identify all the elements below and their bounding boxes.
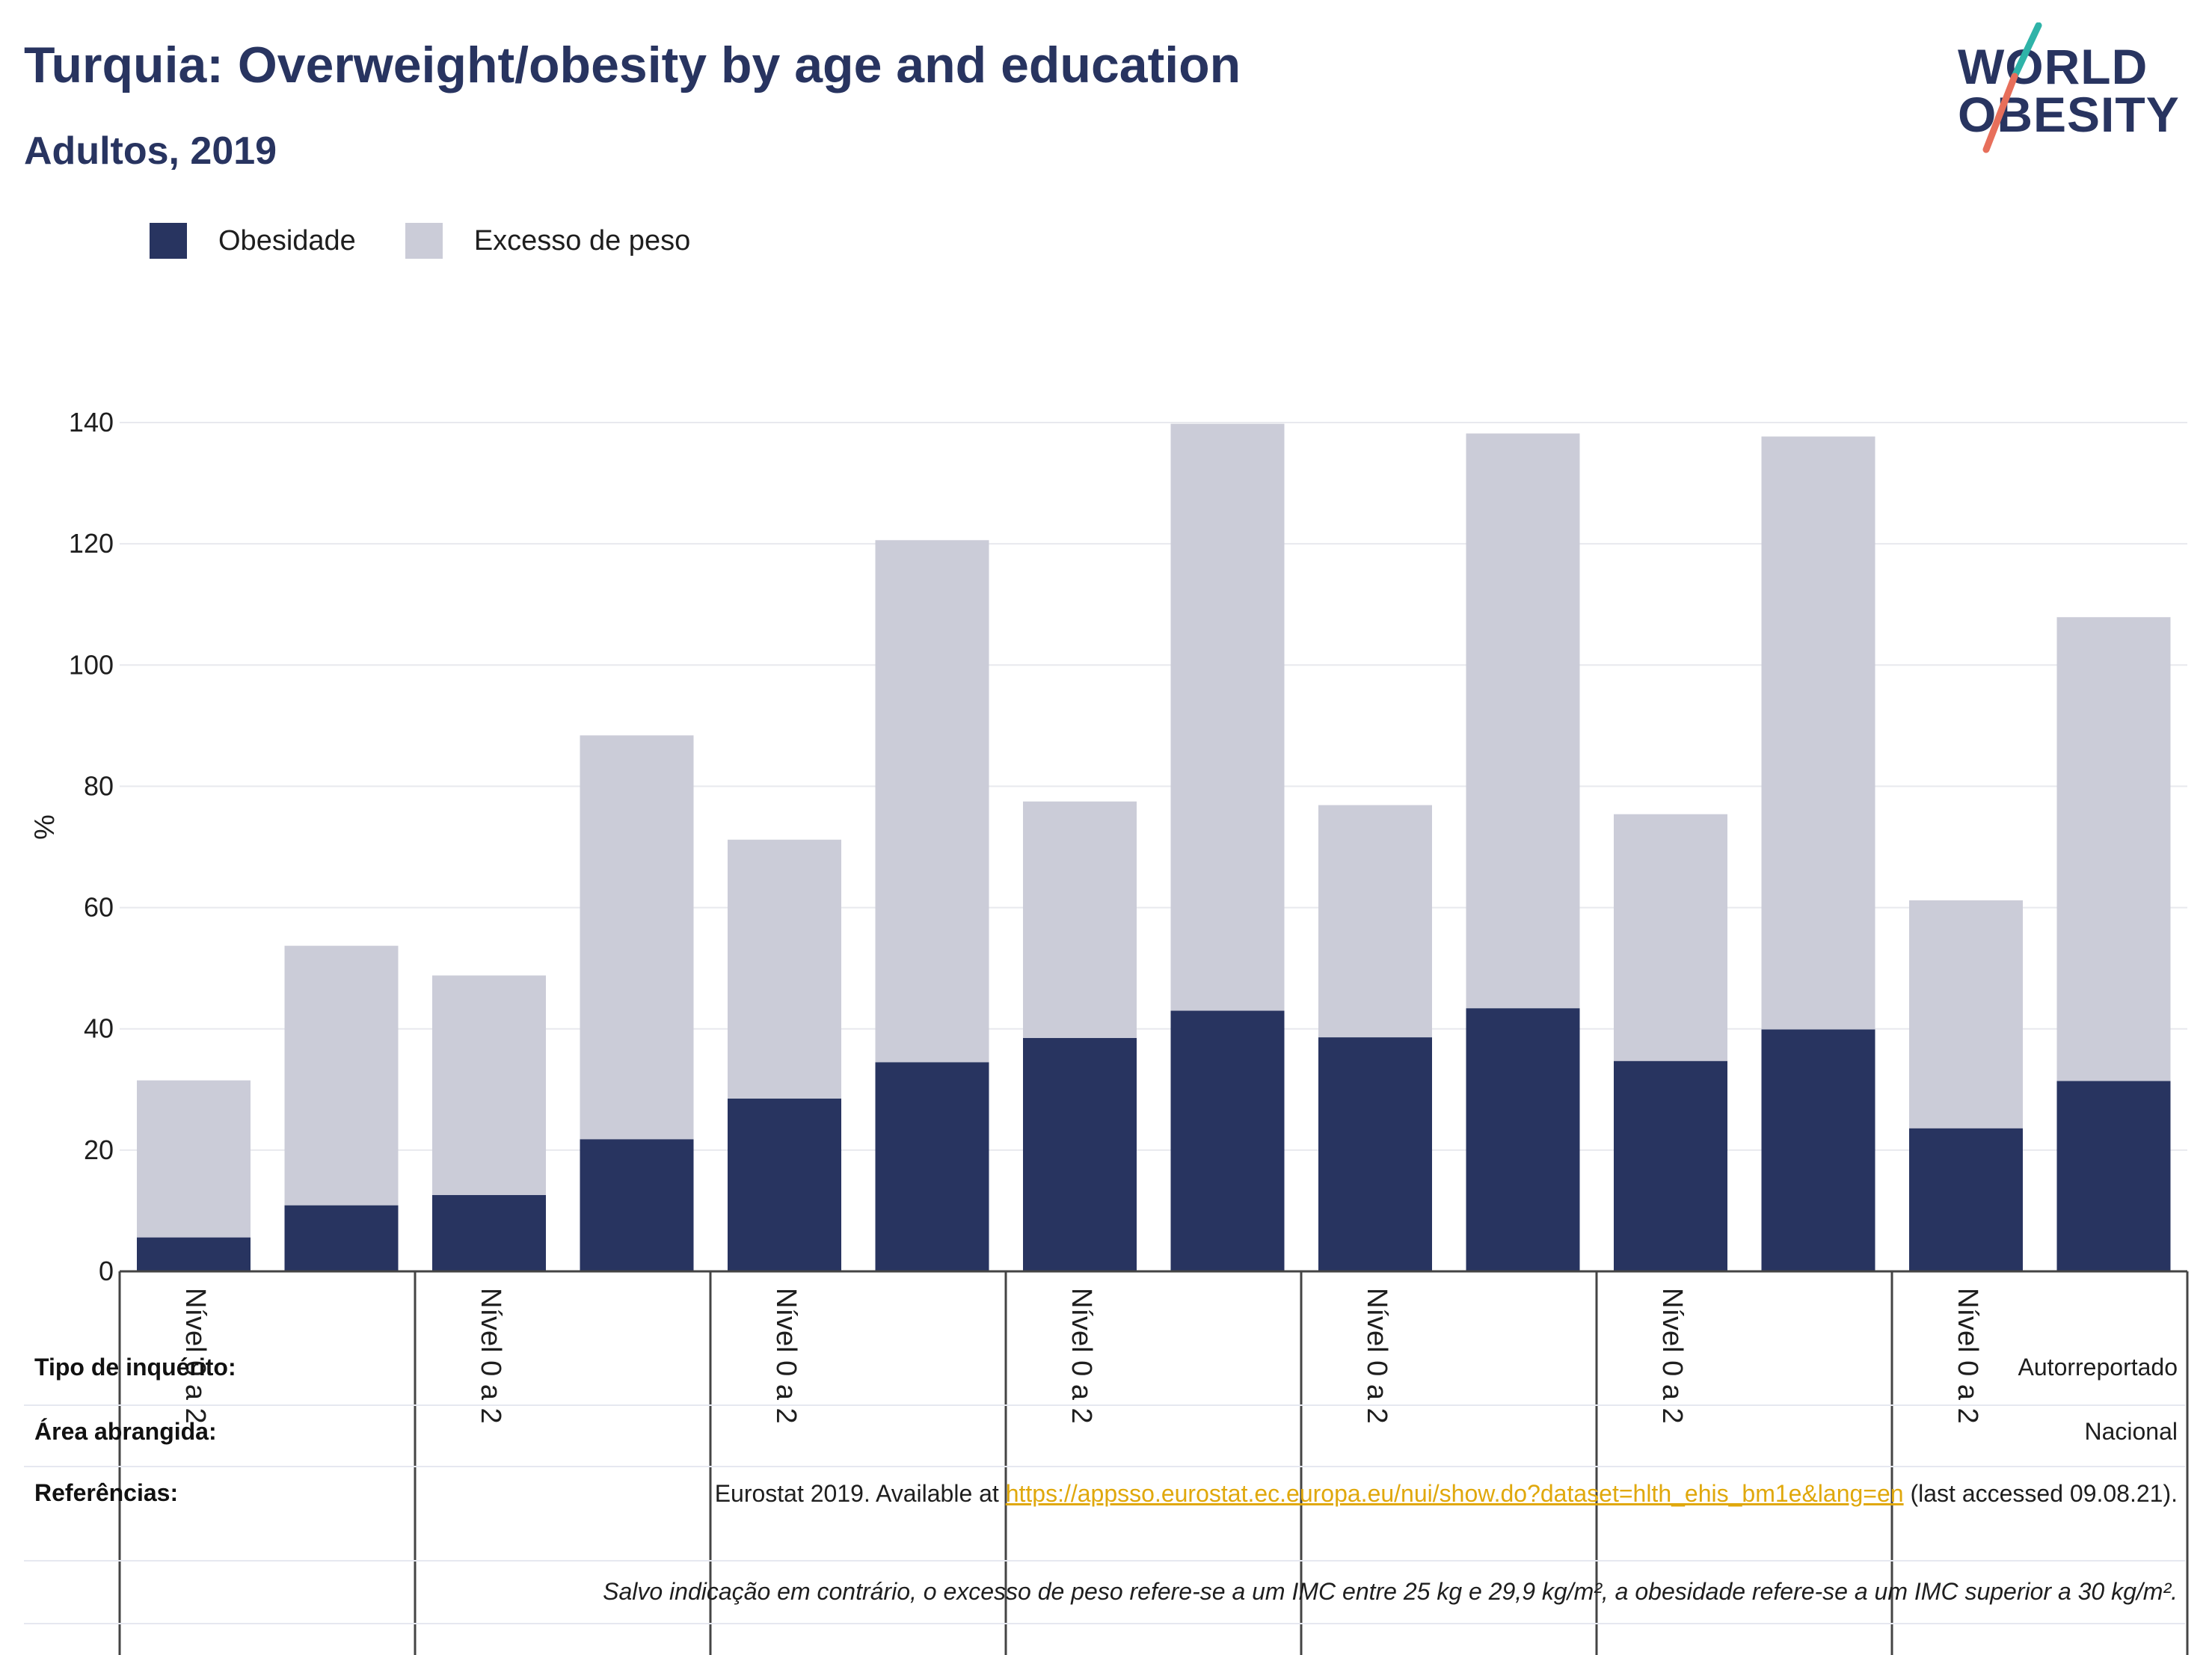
bar-overweight	[1023, 801, 1137, 1038]
meta-row-survey: Tipo de inquérito: Autorreportado	[24, 1343, 2185, 1406]
chart-title: Turquia: Overweight/obesity by age and e…	[24, 37, 1241, 93]
references-suffix: (last accessed 09.08.21).	[1910, 1480, 2178, 1507]
chart-subtitle: Adultos, 2019	[24, 129, 277, 173]
bar-overweight	[1909, 900, 2023, 1129]
bar-overweight	[2056, 617, 2171, 1081]
survey-type-value: Autorreportado	[2018, 1354, 2178, 1381]
bar-overweight	[432, 975, 546, 1195]
bar-overweight	[284, 945, 399, 1206]
bar-obesity	[137, 1237, 251, 1271]
bar-obesity	[432, 1194, 546, 1271]
y-axis-title: %	[29, 814, 61, 840]
x-group-label: Nível 0 a 2	[1952, 1288, 1983, 1424]
bar-obesity	[2056, 1081, 2171, 1271]
legend-item-obesity: Obesidade	[150, 223, 356, 259]
bar-overweight	[1761, 436, 1875, 1030]
bar-overweight	[1318, 805, 1432, 1038]
bar-obesity	[580, 1139, 694, 1271]
legend-item-overweight: Excesso de peso	[405, 223, 690, 259]
bar-overweight	[1614, 814, 1727, 1061]
references-prefix: Eurostat 2019. Available at	[714, 1480, 999, 1507]
bar-obesity	[1614, 1060, 1727, 1271]
bar-obesity	[1909, 1128, 2023, 1271]
y-tick-label: 0	[99, 1256, 114, 1286]
legend-swatch-overweight	[405, 223, 443, 259]
logo-word-1: WORLD	[1958, 39, 2148, 94]
bar-overweight	[1466, 433, 1580, 1009]
y-tick-label: 20	[84, 1134, 114, 1165]
x-group-label: Nível 0 a 2	[770, 1288, 802, 1424]
bar-overweight	[1170, 423, 1285, 1011]
y-tick-label: 120	[69, 528, 114, 559]
meta-row-note: Salvo indicação em contrário, o excesso …	[24, 1562, 2185, 1624]
survey-type-label: Tipo de inquérito:	[34, 1354, 236, 1381]
bar-obesity	[728, 1098, 841, 1271]
x-group-label: Nível 0 a 2	[1361, 1288, 1392, 1424]
x-group-label: Nível 0 a 2	[179, 1288, 211, 1424]
metadata-table: Tipo de inquérito: Autorreportado Área a…	[24, 1343, 2185, 1624]
y-tick-label: 100	[69, 649, 114, 680]
legend-label-overweight: Excesso de peso	[473, 224, 691, 257]
x-group-label: Nível 0 a 2	[1066, 1288, 1097, 1424]
legend-label-obesity: Obesidade	[218, 224, 356, 257]
bar-obesity	[1023, 1037, 1137, 1271]
chart-legend: Obesidade Excesso de peso	[150, 223, 740, 259]
bar-obesity	[1170, 1010, 1285, 1271]
bar-obesity	[875, 1062, 989, 1271]
bar-overweight	[728, 839, 841, 1099]
legend-swatch-obesity	[150, 223, 187, 259]
bar-obesity	[1761, 1029, 1875, 1271]
logo-slash-icon	[1982, 22, 2042, 153]
y-tick-label: 140	[69, 407, 114, 437]
area-label: Área abrangida:	[34, 1418, 217, 1445]
y-tick-label: 60	[84, 892, 114, 923]
definition-note: Salvo indicação em contrário, o excesso …	[603, 1578, 2178, 1605]
world-obesity-logo: WORLD OBESITY	[1952, 22, 2199, 157]
references-value: Eurostat 2019. Available at https://apps…	[622, 1478, 2178, 1509]
meta-row-area: Área abrangida: Nacional	[24, 1406, 2185, 1467]
bar-obesity	[284, 1205, 399, 1271]
bar-overweight	[137, 1080, 251, 1238]
y-tick-label: 80	[84, 770, 114, 801]
bar-obesity	[1318, 1037, 1432, 1271]
x-group-label: Nível 0 a 2	[1656, 1288, 1688, 1424]
references-label: Referências:	[34, 1479, 179, 1506]
meta-row-references: Referências: Eurostat 2019. Available at…	[24, 1467, 2185, 1562]
x-group-label: Nível 0 a 2	[475, 1288, 506, 1424]
references-link[interactable]: https://appsso.eurostat.ec.europa.eu/nui…	[1005, 1480, 1904, 1507]
y-tick-label: 40	[84, 1013, 114, 1044]
bar-overweight	[580, 735, 694, 1140]
bar-obesity	[1466, 1008, 1580, 1271]
area-value: Nacional	[2084, 1418, 2178, 1445]
bar-overweight	[875, 540, 989, 1063]
